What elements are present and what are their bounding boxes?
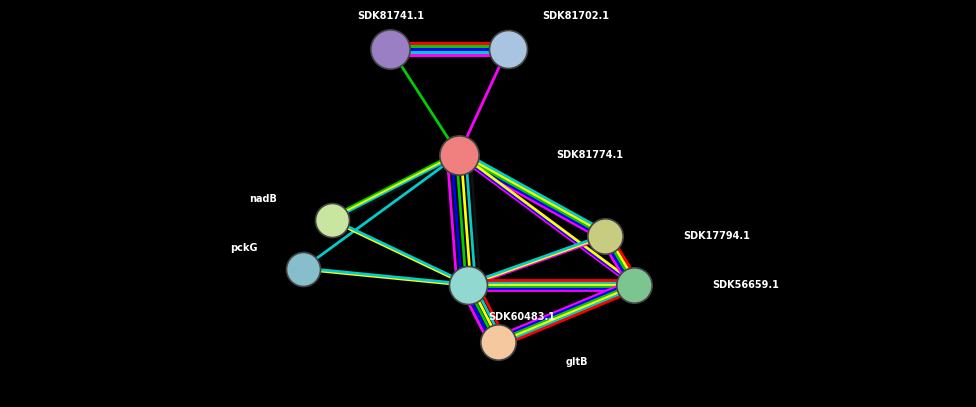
Point — [324, 217, 340, 223]
Text: pckG: pckG — [230, 243, 258, 253]
Text: SDK81702.1: SDK81702.1 — [543, 11, 609, 21]
Point — [451, 151, 467, 158]
Text: gltB: gltB — [566, 357, 589, 367]
Point — [383, 46, 398, 52]
Point — [597, 233, 613, 239]
Text: nadB: nadB — [250, 195, 277, 204]
Point — [500, 46, 515, 52]
Point — [627, 282, 642, 288]
Point — [461, 282, 476, 288]
Text: SDK60483.1: SDK60483.1 — [488, 313, 555, 322]
Point — [490, 339, 506, 345]
Point — [295, 265, 310, 272]
Text: SDK17794.1: SDK17794.1 — [683, 231, 751, 241]
Text: SDK81741.1: SDK81741.1 — [357, 11, 424, 21]
Text: SDK81774.1: SDK81774.1 — [556, 150, 624, 160]
Text: SDK56659.1: SDK56659.1 — [712, 280, 780, 290]
